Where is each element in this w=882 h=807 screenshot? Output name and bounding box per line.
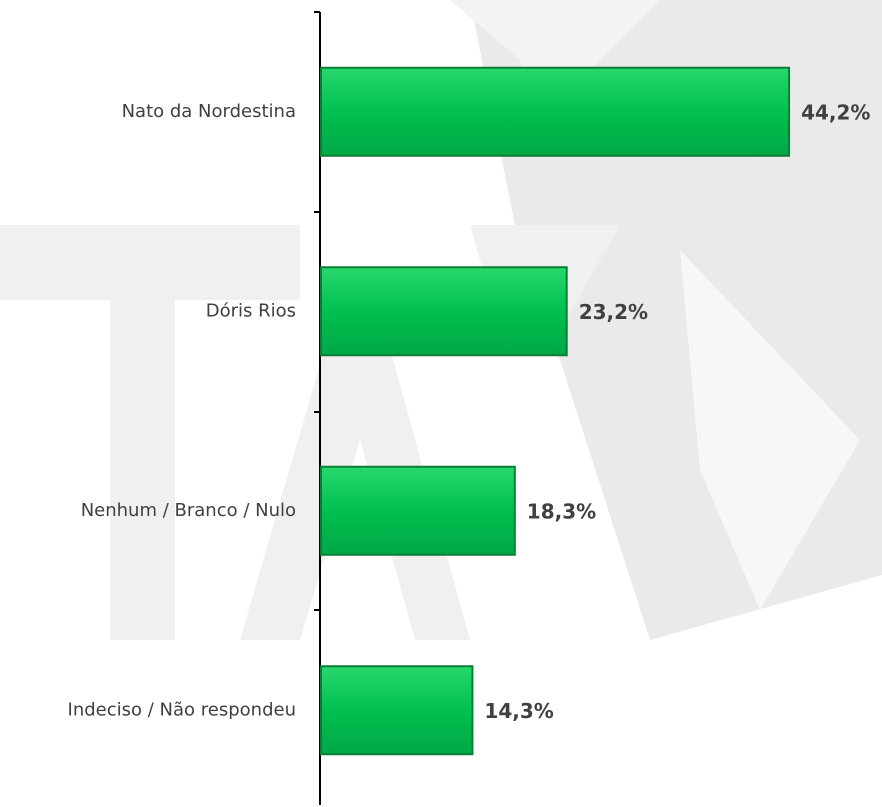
data-label: 44,2% <box>801 100 870 124</box>
bar <box>320 465 516 556</box>
bar <box>320 266 568 357</box>
data-label: 18,3% <box>527 499 596 523</box>
bar <box>320 66 791 157</box>
category-label: Dóris Rios <box>206 300 296 321</box>
data-label: 14,3% <box>484 699 553 723</box>
category-label: Nato da Nordestina <box>122 101 296 122</box>
category-label: Indeciso / Não respondeu <box>68 699 296 720</box>
data-label: 23,2% <box>579 300 648 324</box>
bar <box>320 665 474 756</box>
category-label: Nenhum / Branco / Nulo <box>81 500 296 521</box>
